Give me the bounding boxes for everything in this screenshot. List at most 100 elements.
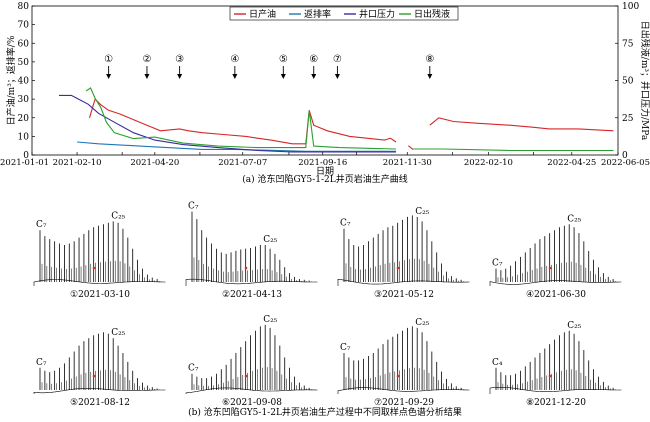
chromatogram-panel-3: C₇ C₂₅ ③2021-05-12 [330, 194, 478, 304]
legend-label-3: 日出残液 [414, 8, 450, 20]
chromatogram-label: ③2021-05-12 [374, 290, 434, 300]
legend-label-2: 井口压力 [359, 8, 395, 20]
chromatogram-baseline [489, 280, 622, 286]
left-y-tick-label: 50 [18, 58, 30, 68]
left-y-tick-label: 70 [18, 21, 30, 31]
left-y-tick-label: 80 [18, 2, 30, 12]
peak-label-c25: C₂₅ [111, 328, 125, 338]
chromatogram-label: ⑧2021-12-20 [526, 398, 586, 408]
chromatogram-label: ⑤2021-08-12 [70, 398, 130, 408]
left-y-tick-label: 20 [18, 114, 30, 124]
chromatogram-baseline [33, 279, 166, 286]
right-y-tick-label: 0 [622, 151, 628, 161]
series-line-4 [59, 94, 396, 153]
chromatogram-red-marker [548, 374, 552, 378]
right-y-axis-label: 日出残液/m³；井口压力/MPa [639, 21, 650, 141]
series-line-1 [408, 145, 414, 150]
chromatogram-panel-1: C₇ C₂₅ ①2021-03-10 [26, 194, 174, 304]
chromatogram-red-marker [396, 266, 400, 270]
chromatogram-red-marker [548, 266, 552, 270]
peak-label-c7: C₇ [492, 259, 503, 269]
chromatogram-panel-8: C₄ C₂₅ ⑧2021-12-20 [482, 302, 630, 412]
chromatogram-svg: C₇ C₂₅ [185, 315, 318, 394]
chart-caption-a: (a) 沧东凹陷GY5-1-2L井页岩油生产曲线 [242, 175, 408, 185]
x-tick-label: 2021-07-07 [218, 158, 267, 168]
chromatogram-svg: C₇ C₂₅ [489, 214, 622, 286]
right-y-tick-label: 100 [622, 2, 639, 12]
axes: 0 10 20 30 40 50 60 70 80 0 25 50 75 100 2021-01-01 202… [0, 2, 650, 175]
peak-label-c25: C₂₅ [263, 315, 277, 325]
production-chart: 0 10 20 30 40 50 60 70 80 0 25 50 75 100 2021-01-01 202… [0, 2, 650, 175]
x-tick-label: 2022-06-05 [601, 158, 650, 168]
chromatogram-svg: C₇ C₂₅ [337, 207, 470, 286]
series-line-6 [412, 148, 614, 152]
chromatogram-red-marker [244, 266, 248, 270]
chromatogram-baseline [185, 278, 318, 286]
series-line-5 [85, 87, 397, 150]
left-y-tick-label: 40 [18, 77, 30, 87]
legend-label-0: 日产油 [249, 8, 276, 20]
chromatogram-red-marker [92, 374, 96, 378]
chromatogram-svg: C₇ C₂₅ [337, 318, 470, 394]
chromatogram-baseline [33, 388, 166, 394]
sample-marker-arrowhead-3 [177, 74, 183, 79]
series-line-0 [88, 98, 397, 145]
sample-marker-label-3: ③ [175, 54, 184, 65]
sample-marker-arrowhead-1 [106, 74, 112, 79]
chromatogram-baseline [489, 387, 622, 394]
sample-marker-label-2: ② [142, 54, 151, 65]
chromatogram-svg: C₇ C₂₅ [185, 202, 318, 286]
chromatogram-red-marker [244, 374, 248, 378]
chromatogram-red-marker [92, 266, 96, 270]
chromatogram-label: ②2021-04-13 [222, 290, 282, 300]
sample-marker-label-7: ⑦ [333, 54, 342, 65]
peak-label-c25: C₂₅ [415, 207, 429, 217]
chromatogram-panel-4: C₇ C₂₅ ④2021-06-30 [482, 194, 630, 304]
chromatogram-panel-2: C₇ C₂₅ ②2021-04-13 [178, 194, 326, 304]
peak-label-c7: C₇ [188, 364, 199, 374]
left-y-tick-label: 60 [18, 39, 30, 49]
peak-label-c25: C₂₅ [567, 214, 581, 224]
sample-marker-label-8: ⑧ [425, 54, 434, 65]
chromatogram-label: ⑦2021-09-29 [374, 398, 434, 408]
chromatogram-svg: C₇ C₂₅ [33, 211, 166, 286]
chromatogram-label: ④2021-06-30 [526, 290, 586, 300]
chromatogram-label: ⑥2021-09-08 [222, 398, 282, 408]
chromatogram-panel-7: C₇ C₂₅ ⑦2021-09-29 [330, 302, 478, 412]
x-tick-label: 2022-04-25 [547, 158, 596, 168]
chromatogram-red-marker [396, 374, 400, 378]
sample-marker-arrowhead-8 [427, 74, 433, 79]
sample-marker-arrowhead-5 [280, 74, 286, 79]
series-line-2 [429, 117, 614, 132]
sample-marker-label-4: ④ [230, 54, 239, 65]
left-y-tick-label: 30 [18, 95, 30, 105]
x-axis-label: 日期 [316, 166, 334, 175]
legend-label-1: 返排率 [304, 8, 331, 20]
chromatogram-baseline [337, 279, 470, 286]
series-line-3 [77, 141, 396, 152]
right-y-tick-label: 75 [622, 39, 634, 49]
chromatogram-baseline [185, 387, 318, 394]
right-y-tick-label: 50 [622, 77, 634, 87]
chromatogram-svg: C₄ C₂₅ [489, 321, 622, 394]
x-tick-label: 2021-11-30 [383, 158, 432, 168]
sample-marker-label-1: ① [104, 54, 113, 65]
sample-marker-arrowhead-4 [232, 74, 238, 79]
sample-marker-arrowhead-6 [311, 74, 317, 79]
peak-label-c25: C₂₅ [567, 321, 581, 331]
x-tick-label: 2021-04-20 [130, 158, 179, 168]
peak-label-c7: C₄ [492, 358, 503, 368]
peak-label-c7: C₇ [188, 202, 199, 212]
x-tick-label: 2022-02-10 [464, 158, 513, 168]
chart-caption-b: (b) 沧东凹陷GY5-1-2L井页岩油生产过程中不同取样点色谱分析结果 [188, 408, 462, 418]
chromatogram-svg: C₇ C₂₅ [33, 328, 166, 394]
peak-label-c25: C₂₅ [111, 211, 125, 221]
x-tick-label: 2021-01-01 [0, 158, 49, 168]
right-y-tick-label: 25 [622, 114, 634, 124]
left-y-tick-label: 0 [23, 151, 29, 161]
legend: 日产油 返排率 井口压力 日出残液 [229, 6, 459, 21]
peak-label-c7: C₇ [340, 219, 351, 229]
peak-label-c25: C₂₅ [415, 318, 429, 328]
x-tick-label: 2021-02-10 [53, 158, 102, 168]
peak-label-c7: C₇ [36, 358, 47, 368]
